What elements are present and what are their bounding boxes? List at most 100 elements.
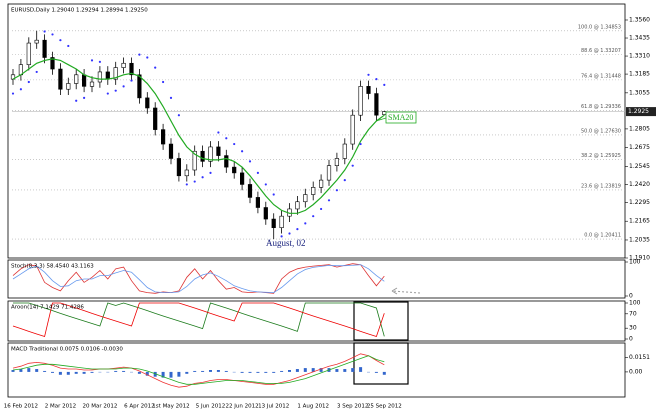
fib-label: 0.0 @ 1.20411 bbox=[584, 233, 621, 239]
fib-label: 23.6 @ 1.23819 bbox=[581, 183, 621, 189]
candle-body bbox=[145, 97, 150, 109]
y-tick-label: 1.3310 bbox=[629, 53, 650, 60]
y-tick-label: 0.0151 bbox=[629, 354, 650, 361]
x-tick-label: 13 Jul 2012 bbox=[258, 404, 289, 410]
candle-body bbox=[366, 86, 371, 94]
candle-body bbox=[121, 62, 126, 68]
candle-body bbox=[303, 194, 308, 203]
histogram-bar bbox=[288, 370, 291, 372]
sar-dot bbox=[217, 131, 220, 134]
sar-dot bbox=[288, 232, 291, 235]
sar-dot bbox=[225, 137, 228, 140]
current-price-label: 1.2925 bbox=[628, 108, 649, 115]
candle-body bbox=[200, 150, 205, 162]
aroon-panel bbox=[7, 300, 626, 342]
sar-dot bbox=[359, 142, 362, 146]
histogram-bar bbox=[153, 371, 157, 377]
candle-body bbox=[374, 93, 379, 116]
indicator-line bbox=[12, 353, 385, 388]
histogram-bar bbox=[19, 369, 23, 372]
sar-dot bbox=[75, 99, 78, 102]
histogram-bar bbox=[248, 371, 252, 373]
histogram-bar bbox=[137, 371, 141, 374]
histogram-bar bbox=[240, 371, 244, 373]
candle-body bbox=[295, 201, 300, 210]
sar-dot bbox=[351, 164, 354, 167]
annotation-pointer bbox=[375, 117, 387, 122]
candle-body bbox=[358, 86, 363, 116]
x-tick-label: 1 Aug 2012 bbox=[297, 404, 329, 410]
sar-dot bbox=[90, 59, 94, 62]
candle-body bbox=[10, 74, 16, 80]
histogram-bar bbox=[122, 370, 126, 372]
histogram-bar bbox=[343, 369, 347, 372]
x-tick-label: 16 Feb 2012 bbox=[4, 404, 38, 410]
candle-body bbox=[279, 215, 284, 229]
fib-label: 88.6 @ 1.33207 bbox=[581, 48, 621, 54]
histogram-bar bbox=[51, 371, 54, 373]
sar-dot bbox=[114, 89, 117, 92]
y-tick-label: 1.3560 bbox=[629, 16, 650, 23]
candle-body bbox=[240, 172, 245, 185]
candle-body bbox=[50, 57, 55, 70]
x-tick-label: 20 Mar 2012 bbox=[82, 404, 117, 410]
indicator-line bbox=[12, 355, 385, 385]
x-tick-label: 2 Mar 2012 bbox=[45, 404, 76, 410]
candle-body bbox=[58, 68, 63, 90]
histogram-bar bbox=[295, 369, 299, 372]
candle-body bbox=[382, 111, 387, 115]
candle-body bbox=[326, 165, 332, 181]
sar-dot bbox=[98, 60, 101, 63]
y-tick-label: 1.2035 bbox=[629, 236, 650, 243]
histogram-bar bbox=[351, 368, 355, 372]
sar-dot bbox=[256, 171, 259, 174]
sar-dot bbox=[122, 85, 125, 88]
y-tick-label: 100 bbox=[629, 259, 641, 266]
sar-dot bbox=[43, 30, 46, 33]
histogram-bar bbox=[216, 370, 220, 372]
candle-body bbox=[318, 179, 324, 188]
histogram-bar bbox=[169, 371, 173, 378]
histogram-bar bbox=[185, 371, 189, 374]
sar-dot bbox=[201, 176, 204, 179]
candle-body bbox=[153, 107, 158, 130]
candle-body bbox=[26, 42, 31, 66]
y-tick-label: 70 bbox=[629, 310, 637, 317]
indicator-line bbox=[12, 264, 385, 294]
candle-body bbox=[263, 207, 268, 220]
histogram-bar bbox=[27, 368, 31, 372]
candle-body bbox=[342, 143, 347, 159]
sar-dot bbox=[320, 207, 323, 211]
sar-dot bbox=[296, 228, 299, 231]
histogram-bar bbox=[193, 370, 197, 372]
y-tick-label: 1.3435 bbox=[629, 35, 650, 42]
sar-dot bbox=[272, 193, 275, 196]
sar-dot bbox=[154, 66, 157, 69]
arrow-head bbox=[391, 287, 398, 295]
sar-dot bbox=[27, 80, 30, 84]
histogram-bar bbox=[201, 370, 205, 372]
fib-label: 50.0 @ 1.27630 bbox=[581, 128, 621, 134]
histogram-bar bbox=[280, 370, 284, 372]
histogram-bar bbox=[382, 371, 386, 375]
y-tick-label: 1.2420 bbox=[629, 181, 650, 188]
annotation: August, 02 bbox=[266, 238, 306, 248]
y-tick-label: 1.2165 bbox=[629, 218, 650, 225]
candle-body bbox=[184, 169, 189, 177]
y-tick-label: 1.1910 bbox=[629, 255, 650, 262]
sar-dot bbox=[51, 33, 54, 36]
candle-body bbox=[105, 71, 110, 80]
x-tick-label: 3 Sep 2012 bbox=[337, 404, 368, 410]
arrow bbox=[391, 290, 421, 294]
candle-body bbox=[271, 218, 276, 229]
candle-body bbox=[113, 67, 118, 80]
sar-dot bbox=[67, 44, 70, 48]
sar-dot bbox=[233, 142, 236, 146]
sar-dot bbox=[19, 88, 22, 91]
sar-dot bbox=[11, 92, 15, 95]
sar-dot bbox=[327, 199, 331, 202]
sar-dot bbox=[209, 171, 212, 174]
histogram-bar bbox=[224, 370, 228, 372]
current-price-box bbox=[626, 107, 656, 117]
